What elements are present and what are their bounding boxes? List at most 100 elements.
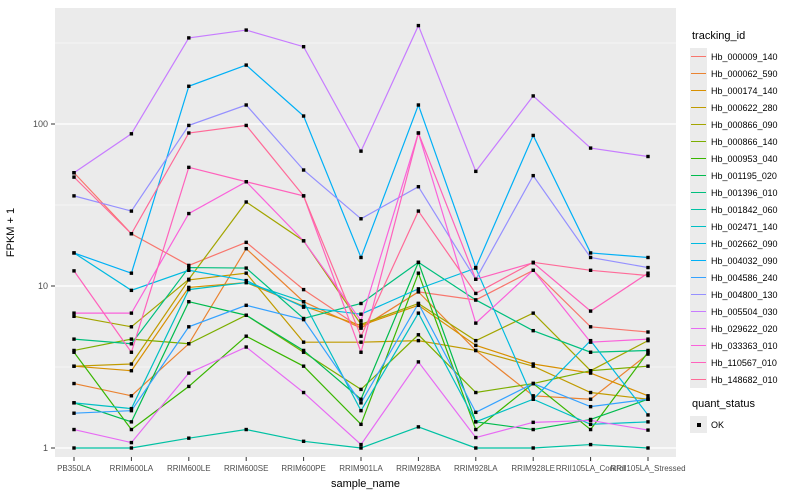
legend-item-label: Hb_002662_090 [711, 238, 778, 249]
data-point [187, 342, 191, 346]
legend-item-label: Hb_000866_090 [711, 119, 778, 130]
data-point [531, 133, 535, 138]
data-point [187, 84, 191, 88]
data-point [474, 291, 478, 296]
line-key-icon [690, 201, 707, 218]
x-tick-label: RRIM600LA [110, 464, 154, 473]
data-point [588, 309, 593, 313]
data-point [359, 301, 363, 306]
data-point [416, 271, 421, 275]
data-point [359, 322, 363, 327]
data-point [531, 173, 535, 178]
legend-item-label: Hb_001396_010 [711, 187, 778, 198]
data-point [301, 168, 306, 172]
data-point [244, 28, 248, 32]
data-point [359, 334, 363, 338]
point-key-icon [690, 416, 707, 433]
data-point [244, 240, 248, 245]
data-point [187, 325, 191, 329]
data-point [474, 446, 478, 450]
legend-item: Hb_004032_090 [690, 252, 798, 269]
data-point [359, 408, 363, 413]
line-key-icon [690, 252, 707, 269]
data-point [588, 371, 593, 375]
x-tick-label: RRIM600LE [167, 464, 211, 473]
data-point [646, 337, 650, 341]
legend-item: Hb_001842_060 [690, 201, 798, 218]
data-point [244, 303, 248, 308]
data-point [646, 330, 650, 334]
data-point [531, 268, 535, 273]
data-point [531, 394, 535, 398]
data-point [588, 442, 593, 447]
legend-title: quant_status [692, 398, 755, 410]
legend-item: Hb_000062_590 [690, 65, 798, 82]
data-point [129, 288, 134, 293]
legend-title: tracking_id [692, 30, 746, 42]
line-key-icon [690, 65, 707, 82]
data-point [416, 290, 421, 294]
data-point [301, 439, 306, 443]
data-point [416, 287, 421, 291]
data-point [474, 420, 478, 424]
data-point [129, 427, 134, 432]
data-point [531, 362, 535, 366]
data-point [646, 350, 650, 354]
line-key-icon [690, 337, 707, 354]
line-key-icon [690, 371, 707, 388]
data-point [129, 362, 134, 366]
data-point [301, 305, 306, 309]
data-point [359, 387, 363, 392]
data-point [531, 364, 535, 368]
data-point [244, 200, 248, 204]
data-point [474, 435, 478, 440]
data-point [474, 390, 478, 395]
data-point [244, 266, 248, 270]
data-point [588, 251, 593, 255]
line-key-icon [690, 184, 707, 201]
data-point [359, 442, 363, 447]
legend-item: Hb_001396_010 [690, 184, 798, 201]
data-point [588, 369, 593, 373]
data-point [359, 319, 363, 323]
data-point [187, 277, 191, 281]
data-point [129, 440, 134, 445]
data-point [301, 239, 306, 243]
data-point [72, 348, 76, 353]
data-point [531, 381, 535, 386]
data-point [646, 265, 650, 270]
data-point [531, 94, 535, 98]
data-point [129, 325, 134, 329]
line-key-icon [690, 286, 707, 303]
legend-item: Hb_000866_140 [690, 133, 798, 150]
data-point [588, 268, 593, 273]
data-point [72, 337, 76, 341]
data-point [72, 269, 76, 273]
data-point [588, 325, 593, 329]
legend-item: Hb_000622_280 [690, 99, 798, 116]
x-tick-label: RRIM600PE [281, 464, 325, 473]
data-point [646, 397, 650, 401]
data-point [588, 404, 593, 409]
line-key-icon [690, 48, 707, 65]
legend-item-label: Hb_000953_040 [711, 153, 778, 164]
line-key-icon [690, 218, 707, 235]
data-point [416, 311, 421, 315]
data-point [244, 313, 248, 317]
legend-item: Hb_004800_130 [690, 286, 798, 303]
legend-item-label: Hb_000009_140 [711, 51, 778, 62]
legend-item-label: Hb_000622_280 [711, 102, 778, 113]
data-point [187, 36, 191, 40]
data-point [301, 317, 306, 322]
legend-item-label: Hb_005504_030 [711, 306, 778, 317]
legend-item: Hb_029622_020 [690, 320, 798, 337]
data-point [416, 23, 421, 28]
data-point [646, 413, 650, 417]
data-point [416, 260, 421, 265]
data-point [244, 103, 248, 107]
data-point [646, 428, 650, 432]
legend-item-label: Hb_001195_020 [711, 170, 777, 181]
line-key-icon [690, 116, 707, 133]
data-point [416, 103, 421, 107]
data-point [646, 420, 650, 424]
